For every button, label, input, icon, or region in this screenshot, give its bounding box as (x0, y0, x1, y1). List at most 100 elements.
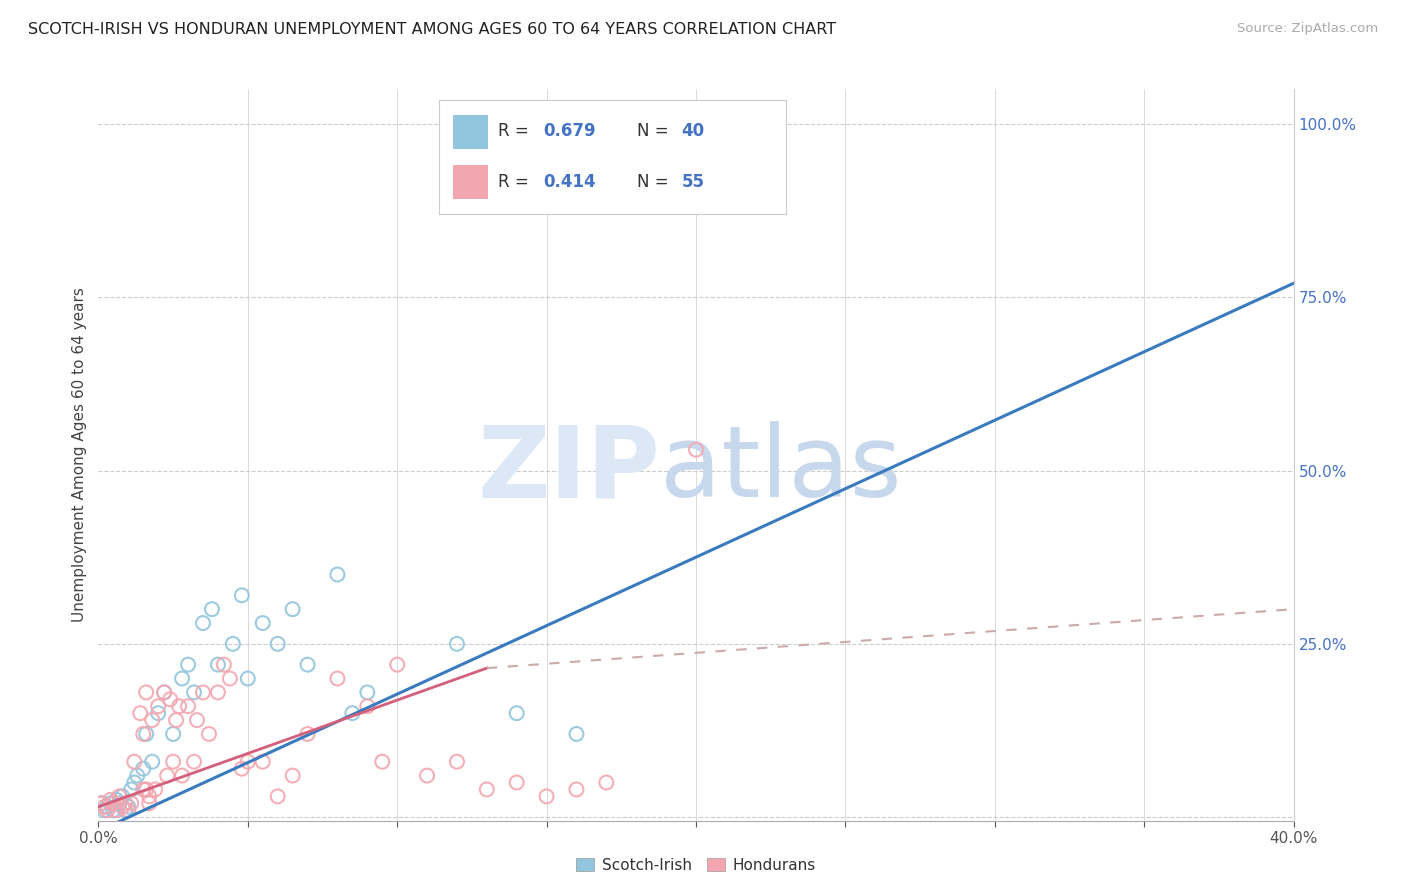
Point (90, 797, 112, 811)
Point (342, 706, 364, 721)
Point (132, 762, 155, 776)
Point (416, 768, 439, 782)
Point (148, 699, 170, 714)
Point (371, 755, 394, 769)
Point (162, 755, 184, 769)
Point (156, 768, 179, 782)
Point (506, 706, 529, 721)
Point (165, 713, 187, 727)
Point (105, 803, 128, 817)
Point (297, 657, 319, 672)
Point (252, 615, 274, 630)
Point (183, 685, 205, 699)
Point (135, 685, 157, 699)
Point (148, 706, 170, 721)
Point (124, 775, 146, 789)
Point (231, 762, 253, 776)
Y-axis label: Unemployment Among Ages 60 to 64 years: Unemployment Among Ages 60 to 64 years (72, 287, 87, 623)
Point (120, 797, 142, 811)
Point (236, 672, 259, 686)
Point (222, 637, 245, 651)
Point (231, 588, 253, 602)
Point (117, 799, 139, 814)
Point (135, 782, 157, 797)
Point (159, 692, 181, 706)
Point (114, 803, 136, 817)
Point (326, 567, 349, 582)
Point (114, 797, 136, 811)
Point (446, 637, 468, 651)
Point (141, 713, 163, 727)
Point (446, 755, 468, 769)
Point (153, 685, 176, 699)
Point (167, 699, 190, 714)
Point (506, 775, 529, 789)
Point (385, 657, 409, 672)
Point (172, 768, 194, 782)
Point (595, 775, 617, 789)
Point (198, 727, 221, 741)
Point (745, 117, 768, 131)
Text: ZIP: ZIP (477, 421, 661, 518)
Point (132, 782, 155, 797)
Point (135, 727, 157, 741)
Point (132, 727, 155, 741)
Point (129, 706, 152, 721)
Point (201, 602, 224, 616)
Point (90, 797, 112, 811)
Point (595, 117, 617, 131)
Point (297, 727, 319, 741)
Point (281, 768, 304, 782)
Point (100, 797, 122, 811)
Point (565, 782, 588, 797)
Point (153, 685, 176, 699)
Point (267, 789, 290, 804)
Point (172, 672, 194, 686)
Point (252, 755, 274, 769)
Text: SCOTCH-IRISH VS HONDURAN UNEMPLOYMENT AMONG AGES 60 TO 64 YEARS CORRELATION CHAR: SCOTCH-IRISH VS HONDURAN UNEMPLOYMENT AM… (28, 22, 837, 37)
Point (103, 797, 125, 811)
Point (103, 803, 125, 817)
Point (117, 803, 139, 817)
Point (267, 637, 290, 651)
Point (100, 793, 122, 807)
Point (111, 799, 134, 814)
Point (93, 803, 115, 817)
Point (565, 727, 588, 741)
Point (96, 799, 118, 814)
Point (96, 803, 118, 817)
Point (124, 755, 146, 769)
Point (356, 699, 378, 714)
Point (219, 672, 242, 686)
Point (475, 782, 498, 797)
Point (141, 755, 163, 769)
Point (281, 602, 304, 616)
Point (177, 657, 200, 672)
Point (207, 685, 229, 699)
Point (108, 789, 131, 804)
Point (127, 768, 149, 782)
Text: Source: ZipAtlas.com: Source: ZipAtlas.com (1237, 22, 1378, 36)
Point (536, 789, 558, 804)
Point (105, 793, 128, 807)
Point (138, 789, 160, 804)
Point (138, 797, 160, 811)
Point (326, 672, 349, 686)
Point (207, 657, 229, 672)
Point (162, 727, 184, 741)
Point (143, 782, 166, 797)
Point (111, 789, 134, 804)
Point (120, 782, 142, 797)
Point (177, 699, 200, 714)
Point (186, 713, 208, 727)
Point (108, 797, 131, 811)
Text: atlas: atlas (661, 421, 901, 518)
Point (356, 685, 378, 699)
Point (191, 615, 214, 630)
Legend: Scotch-Irish, Hondurans: Scotch-Irish, Hondurans (569, 852, 823, 879)
Point (685, 442, 707, 457)
Point (183, 755, 205, 769)
Point (236, 755, 259, 769)
Point (93, 799, 115, 814)
Point (191, 685, 214, 699)
